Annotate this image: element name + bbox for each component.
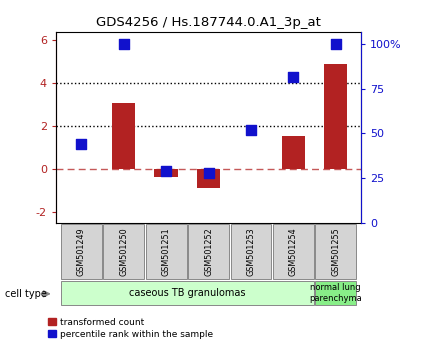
FancyBboxPatch shape — [188, 224, 229, 279]
Text: GSM501249: GSM501249 — [77, 227, 86, 276]
Text: normal lung
parenchyma: normal lung parenchyma — [309, 283, 362, 303]
Point — [248, 127, 255, 132]
FancyBboxPatch shape — [273, 224, 314, 279]
Bar — [154, 169, 178, 177]
Bar — [197, 169, 220, 188]
Bar — [324, 64, 347, 169]
Point — [205, 170, 212, 176]
Text: GSM501252: GSM501252 — [204, 227, 213, 276]
FancyBboxPatch shape — [230, 224, 271, 279]
Point — [332, 41, 339, 46]
Text: cell type: cell type — [5, 289, 47, 299]
Text: GSM501254: GSM501254 — [289, 227, 298, 276]
Text: GSM501250: GSM501250 — [119, 227, 128, 276]
FancyBboxPatch shape — [61, 281, 314, 305]
Text: GSM501255: GSM501255 — [331, 227, 340, 276]
Bar — [282, 136, 305, 169]
FancyBboxPatch shape — [103, 224, 144, 279]
Point — [120, 41, 127, 46]
Point — [78, 141, 85, 147]
Title: GDS4256 / Hs.187744.0.A1_3p_at: GDS4256 / Hs.187744.0.A1_3p_at — [96, 16, 321, 29]
FancyBboxPatch shape — [315, 281, 356, 305]
Point — [163, 168, 169, 174]
Bar — [112, 103, 135, 169]
Text: GSM501251: GSM501251 — [162, 227, 171, 276]
FancyBboxPatch shape — [315, 224, 356, 279]
Legend: transformed count, percentile rank within the sample: transformed count, percentile rank withi… — [47, 318, 213, 339]
Text: GSM501253: GSM501253 — [246, 227, 255, 276]
FancyBboxPatch shape — [61, 224, 101, 279]
Text: caseous TB granulomas: caseous TB granulomas — [129, 288, 246, 298]
FancyBboxPatch shape — [146, 224, 187, 279]
Point — [290, 74, 297, 80]
